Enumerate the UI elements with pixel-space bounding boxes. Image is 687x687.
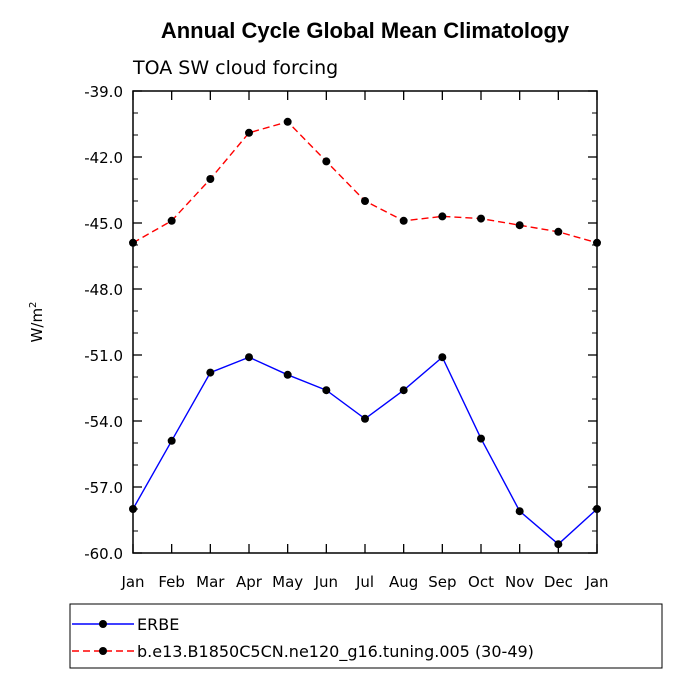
series-line: [132, 356, 598, 546]
x-tick-label: Oct: [468, 573, 494, 591]
y-axis-label-text: W/m: [28, 308, 46, 343]
data-point: [129, 238, 137, 247]
y-tick-label: -54.0: [84, 413, 123, 431]
data-point: [167, 436, 176, 445]
data-point: [129, 505, 137, 513]
chart-subtitle: TOA SW cloud forcing: [132, 57, 338, 79]
x-tick-label: Aug: [389, 573, 418, 591]
data-point: [438, 212, 447, 221]
data-point: [245, 353, 253, 362]
y-tick-labels: -39.0 -42.0 -45.0 -48.0 -51.0 -54.0 -57.0 -60.0: [84, 83, 123, 563]
data-point: [477, 434, 485, 443]
svg-text:W/m2: W/m2: [28, 302, 46, 343]
x-tick-label: Jan: [120, 573, 144, 591]
y-tick-label: -42.0: [84, 149, 123, 167]
series-line: [132, 121, 598, 244]
x-tick-label: Jun: [314, 573, 338, 591]
x-tick-label: Apr: [236, 573, 263, 591]
series-erbe: [129, 353, 601, 549]
legend-label: b.e13.B1850C5CN.ne120_g16.tuning.005 (30…: [137, 642, 534, 662]
y-tick-label: -57.0: [84, 479, 123, 497]
legend-marker: [99, 620, 107, 628]
legend-box: [69, 603, 663, 669]
x-tick-label: Jan: [584, 573, 608, 591]
series-layer: [129, 117, 601, 549]
data-point: [245, 128, 253, 137]
y-axis-label-superscript: 2: [28, 302, 39, 308]
data-point: [361, 414, 369, 423]
legend-entry: b.e13.B1850C5CN.ne120_g16.tuning.005 (30…: [72, 642, 534, 662]
data-point: [593, 505, 601, 513]
y-tick-label: -48.0: [84, 281, 123, 299]
series-model: [129, 117, 601, 247]
x-tick-label: Mar: [196, 573, 225, 591]
y-tick-label: -45.0: [84, 215, 123, 233]
data-point: [554, 540, 563, 549]
data-point: [438, 353, 447, 362]
data-point: [477, 214, 485, 223]
data-point: [206, 368, 215, 377]
x-tick-label: Feb: [158, 573, 185, 591]
y-tick-label: -60.0: [84, 545, 123, 563]
x-tick-label: Sep: [428, 573, 456, 591]
data-point: [361, 197, 369, 205]
data-point: [206, 175, 215, 183]
y-tick-label: -51.0: [84, 347, 123, 365]
axis-ticks: [132, 90, 598, 554]
legend: ERBE b.e13.B1850C5CN.ne120_g16.tuning.005…: [69, 603, 663, 669]
data-point: [283, 370, 292, 379]
data-point: [399, 216, 408, 225]
data-point: [515, 507, 524, 516]
data-point: [322, 386, 331, 395]
data-point: [283, 117, 292, 126]
data-point: [593, 238, 601, 247]
data-point: [322, 157, 331, 166]
data-point: [515, 221, 524, 230]
x-tick-labels: Jan Feb Mar Apr May Jun Jul Aug Sep Oct Nov Dec Jan: [120, 573, 608, 591]
data-point: [554, 227, 563, 236]
data-point: [167, 216, 176, 225]
legend-entry: ERBE: [72, 615, 179, 634]
y-axis-label: W/m2: [28, 302, 46, 343]
legend-label: ERBE: [137, 615, 179, 634]
data-point: [399, 386, 408, 395]
x-tick-label: Dec: [544, 573, 573, 591]
chart-title: Annual Cycle Global Mean Climatology: [161, 18, 570, 43]
x-tick-label: May: [272, 573, 303, 591]
x-tick-label: Nov: [505, 573, 534, 591]
y-tick-label: -39.0: [84, 83, 123, 101]
plot-frame: [132, 90, 598, 554]
legend-marker: [99, 647, 107, 655]
x-tick-label: Jul: [355, 573, 374, 591]
